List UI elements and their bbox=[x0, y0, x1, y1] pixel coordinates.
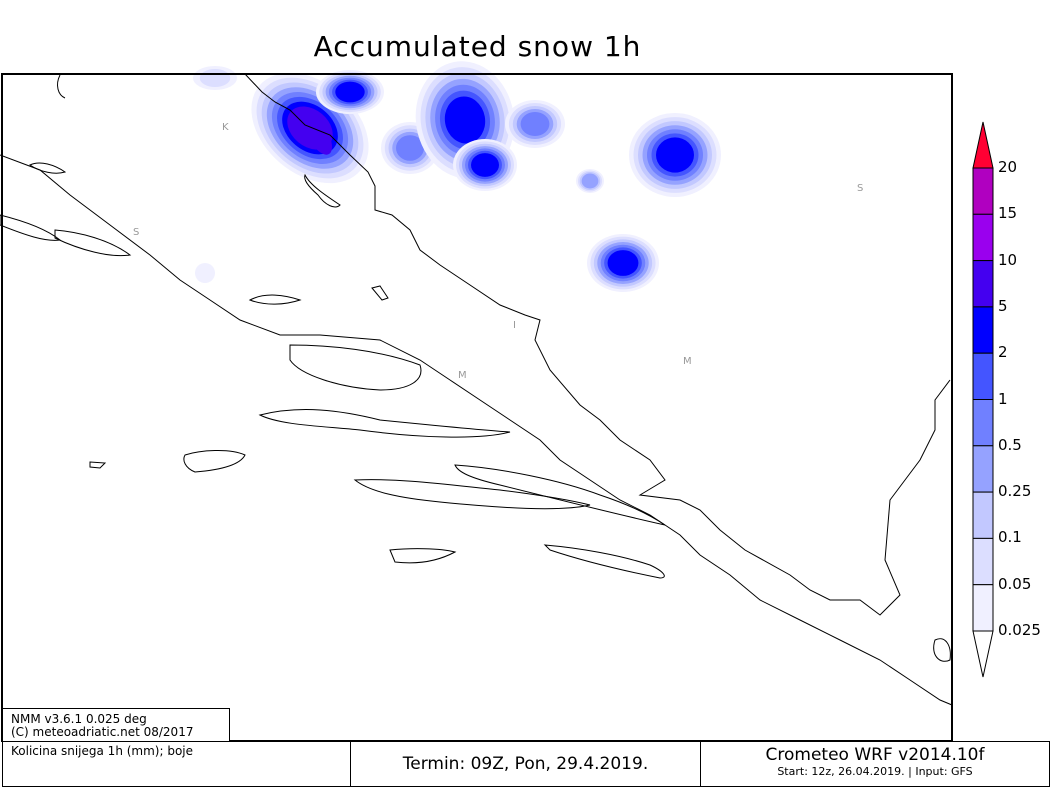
snow-contour bbox=[335, 81, 365, 103]
snow-contour bbox=[304, 115, 332, 155]
legend-swatch bbox=[972, 352, 994, 401]
legend-swatch bbox=[972, 306, 994, 354]
legend-label: 0.025 bbox=[998, 621, 1041, 639]
termin-box: Termin: 09Z, Pon, 29.4.2019. bbox=[350, 741, 701, 787]
place-label: M bbox=[683, 356, 692, 367]
snow-contour bbox=[607, 250, 639, 276]
island bbox=[54, 229, 132, 257]
model-box: Crometeo WRF v2014.10f Start: 12z, 26.04… bbox=[700, 741, 1050, 787]
place-label: M bbox=[458, 370, 467, 381]
island bbox=[29, 162, 67, 174]
legend-swatch bbox=[972, 584, 994, 632]
model-name: Crometeo WRF v2014.10f bbox=[765, 745, 985, 765]
legend-label: 0.1 bbox=[998, 528, 1022, 547]
legend-label: 1 bbox=[998, 389, 1008, 408]
model-info-box: NMM v3.6.1 0.025 deg (C) meteoadriatic.n… bbox=[2, 708, 230, 742]
model-run: Start: 12z, 26.04.2019. | Input: GFS bbox=[777, 765, 973, 778]
legend-label: 5 bbox=[998, 296, 1008, 315]
variable-box: Kolicina snijega 1h (mm); boje bbox=[2, 741, 351, 787]
snow-contour bbox=[520, 112, 550, 136]
legend-swatch bbox=[972, 213, 994, 262]
island bbox=[89, 461, 107, 469]
island bbox=[0, 214, 62, 241]
legend-label: 0.25 bbox=[998, 482, 1032, 501]
legend-label: 15 bbox=[998, 204, 1018, 223]
color-legend bbox=[972, 121, 994, 678]
snow-contour bbox=[471, 153, 499, 177]
place-label: S bbox=[857, 183, 864, 194]
place-label: K bbox=[222, 122, 229, 133]
legend-swatch bbox=[972, 167, 994, 215]
place-label: S bbox=[133, 227, 140, 238]
island bbox=[933, 638, 951, 662]
island bbox=[353, 479, 591, 510]
island bbox=[289, 344, 422, 391]
map-title: Accumulated snow 1h bbox=[313, 30, 642, 63]
legend-label: 0.05 bbox=[998, 574, 1032, 593]
model-info-line2: (C) meteoadriatic.net 08/2017 bbox=[11, 725, 194, 739]
snow-contour bbox=[195, 263, 215, 283]
island bbox=[304, 173, 341, 208]
legend-under-arrow bbox=[972, 630, 994, 678]
legend-swatch bbox=[972, 445, 994, 493]
legend-label: 2 bbox=[998, 343, 1008, 362]
snow-contour bbox=[396, 135, 424, 161]
forecast-time: Termin: 09Z, Pon, 29.4.2019. bbox=[402, 754, 649, 774]
legend-label: 0.5 bbox=[998, 435, 1022, 454]
model-info-line1: NMM v3.6.1 0.025 deg bbox=[11, 712, 147, 726]
border-line bbox=[244, 73, 951, 616]
legend-swatch bbox=[972, 399, 994, 447]
variable-label: Kolicina snijega 1h (mm); boje bbox=[11, 744, 194, 758]
legend-label: 10 bbox=[998, 250, 1018, 269]
legend-label: 20 bbox=[998, 158, 1018, 176]
island bbox=[57, 74, 66, 99]
legend-swatch bbox=[972, 537, 994, 586]
island bbox=[183, 450, 246, 473]
coastline-mainland bbox=[0, 154, 953, 706]
coastlines bbox=[0, 73, 953, 706]
snow-contour bbox=[656, 137, 694, 173]
island bbox=[258, 409, 511, 438]
snow-accumulation-areas bbox=[193, 61, 721, 292]
island bbox=[389, 548, 457, 564]
legend-over-arrow bbox=[972, 121, 994, 169]
island bbox=[543, 544, 665, 579]
legend-swatch bbox=[972, 260, 994, 308]
island bbox=[248, 294, 302, 305]
legend-swatch bbox=[972, 491, 994, 539]
island bbox=[454, 464, 666, 526]
snow-contour bbox=[581, 173, 599, 189]
snow-contour bbox=[444, 96, 486, 144]
snow-contour bbox=[199, 69, 231, 87]
island bbox=[371, 285, 389, 301]
place-label: I bbox=[513, 320, 516, 331]
